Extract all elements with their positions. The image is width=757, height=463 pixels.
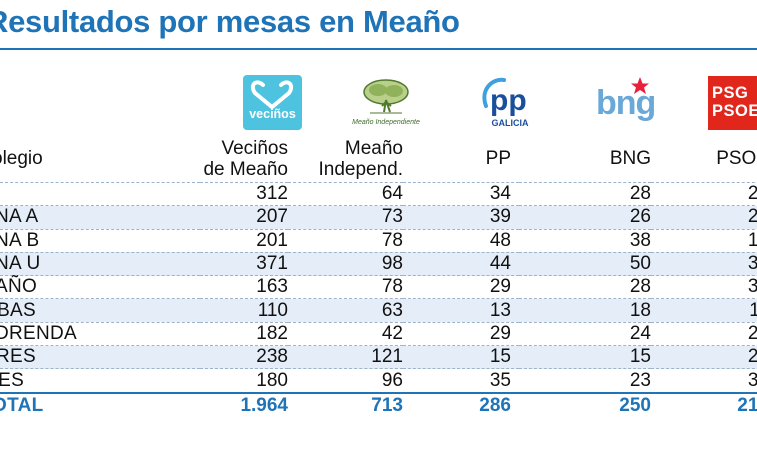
header-meano-independ: Meaño Independ. <box>318 137 403 180</box>
title-divider <box>0 48 757 50</box>
meano-independ-value: 73 <box>288 205 403 230</box>
vecinos-value: 110 <box>200 298 288 323</box>
psoe-value: 11 <box>651 298 757 323</box>
meano-independiente-logo: Meaño Independiente <box>348 76 424 130</box>
header-bng: BNG <box>609 148 651 169</box>
pp-icon: pp <box>482 77 527 117</box>
table-row: MES 180 96 35 23 30 <box>0 369 757 393</box>
row-name: EAÑO <box>0 276 38 298</box>
psoe-logo-line1: PSG <box>712 84 749 102</box>
vecinos-value: 201 <box>256 229 288 251</box>
row-name: OBAS <box>0 298 200 323</box>
vecinos-value: 180 <box>256 369 288 391</box>
pp-value: 34 <box>489 183 511 205</box>
table-row: EAÑO 163 78 29 28 30 <box>0 276 757 299</box>
bng-value: 28 <box>629 276 651 298</box>
psoe-value: 27 <box>651 345 757 369</box>
pp-logo-text: GALICIA <box>491 118 529 128</box>
table-row: L 312 64 34 28 21 <box>0 182 757 206</box>
header-psoe: PSOE <box>716 148 757 169</box>
svg-text:pp: pp <box>490 84 527 117</box>
psoe-value: 37 <box>651 252 757 276</box>
table-row: ENA B 201 78 48 38 15 <box>0 229 757 253</box>
bng-value: 26 <box>519 205 651 230</box>
vecinos-total: 1.964 <box>240 394 288 416</box>
row-name: L <box>0 183 200 206</box>
meano-independ-value: 121 <box>288 345 403 369</box>
row-name: ENA U <box>0 252 200 276</box>
pp-value: 39 <box>403 205 519 230</box>
table-row: ENA A 207 73 39 26 21 <box>0 205 757 230</box>
vecinos-value: 238 <box>200 345 288 369</box>
pp-value: 29 <box>489 276 511 298</box>
total-label: OTAL <box>0 394 44 416</box>
header-colegio: olegio <box>0 148 43 169</box>
vecinos-value: 182 <box>256 322 288 344</box>
total-row: OTAL 1.964 713 286 250 212 <box>0 392 757 418</box>
meano-independiente-logo-text: Meaño Independiente <box>352 119 420 126</box>
psoe-value: 21 <box>651 205 757 230</box>
pp-value: 35 <box>489 369 511 391</box>
psoe-logo-line2: PSOE <box>712 102 757 120</box>
psdeg-psoe-logo: PSG PSOE <box>708 76 757 130</box>
pp-value: 29 <box>489 322 511 344</box>
header-vecinos: Veciños de Meaño <box>203 137 288 180</box>
psoe-total: 212 <box>737 394 757 416</box>
psoe-value: 15 <box>747 229 757 251</box>
pp-value: 48 <box>489 229 511 251</box>
meano-independ-value: 42 <box>381 322 403 344</box>
table-row: OBAS 110 63 13 18 11 <box>0 298 757 323</box>
meano-independ-value: 96 <box>381 369 403 391</box>
table-row: DRES 238 121 15 15 27 <box>0 345 757 369</box>
bng-value: 23 <box>629 369 651 391</box>
pp-total: 286 <box>479 394 511 416</box>
meano-independ-value: 64 <box>381 183 403 205</box>
row-name: DRES <box>0 345 200 369</box>
bng-value: 38 <box>629 229 651 251</box>
vecinos-de-meano-logo: veciños <box>243 75 302 130</box>
bng-value: 24 <box>629 322 651 344</box>
bng-total: 250 <box>619 394 651 416</box>
meano-independ-value: 78 <box>381 229 403 251</box>
tree-icon <box>363 79 409 114</box>
page-title: Resultados por mesas en Meaño <box>0 4 460 39</box>
table-row: ADRENDA 182 42 29 24 20 <box>0 322 757 346</box>
vecinos-value: 371 <box>200 252 288 276</box>
meano-independ-total: 713 <box>371 394 403 416</box>
bng-value: 50 <box>519 252 651 276</box>
row-name: ENA A <box>0 205 200 230</box>
psoe-value: 30 <box>747 276 757 298</box>
psoe-value: 30 <box>747 369 757 391</box>
vecinos-logo-text: veciños <box>249 107 296 121</box>
table-body: L 312 64 34 28 21 ENA A 207 73 39 26 21 … <box>0 182 757 418</box>
pp-value: 15 <box>403 345 519 369</box>
vecinos-value: 207 <box>200 205 288 230</box>
bng-value: 18 <box>519 298 651 323</box>
heart-icon <box>250 80 294 110</box>
row-name: MES <box>0 369 25 391</box>
pp-value: 44 <box>403 252 519 276</box>
meano-independ-value: 98 <box>288 252 403 276</box>
meano-independ-value: 78 <box>381 276 403 298</box>
bng-logo-text: bng <box>596 84 656 122</box>
bng-logo: bng <box>592 74 662 130</box>
pp-value: 13 <box>403 298 519 323</box>
bng-value: 15 <box>519 345 651 369</box>
vecinos-value: 163 <box>256 276 288 298</box>
vecinos-value: 312 <box>256 183 288 205</box>
header-pp: PP <box>485 148 511 169</box>
psoe-value: 20 <box>747 322 757 344</box>
pp-logo: pp GALICIA <box>478 76 542 130</box>
row-name: ENA B <box>0 229 40 251</box>
row-name: ADRENDA <box>0 322 78 344</box>
table-row: ENA U 371 98 44 50 37 <box>0 252 757 276</box>
meano-independ-value: 63 <box>288 298 403 323</box>
bng-value: 28 <box>629 183 651 205</box>
bng-star-icon <box>631 77 649 94</box>
psoe-value: 21 <box>747 183 757 205</box>
